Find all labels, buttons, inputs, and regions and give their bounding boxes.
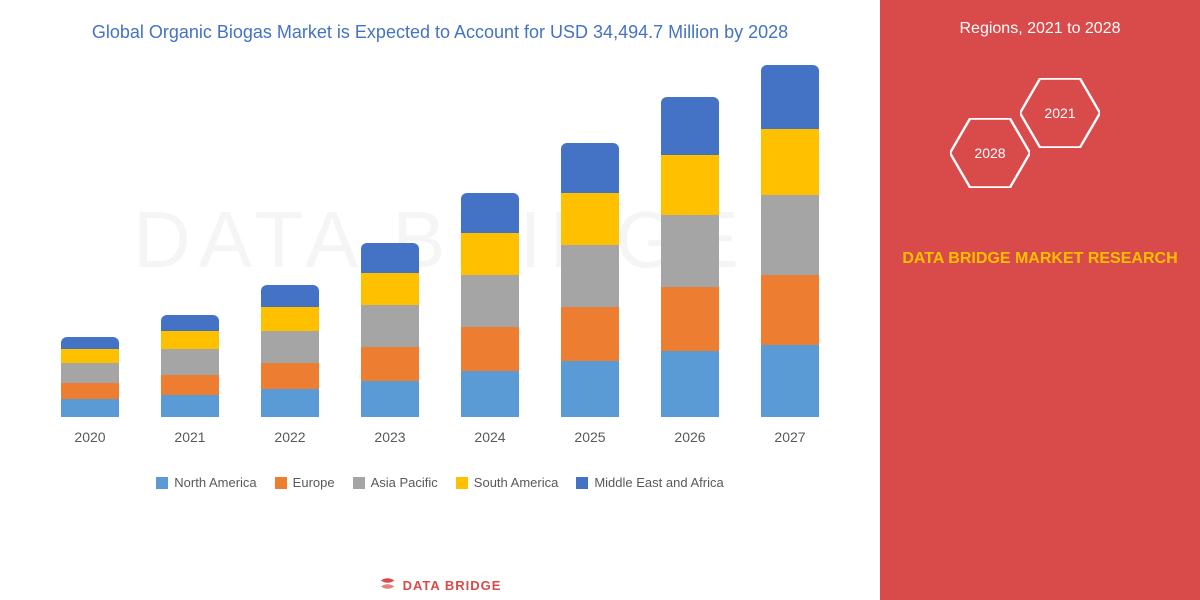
chart-area: 2020 2021 2022 2023 2024 2025 2026 2027	[30, 75, 850, 455]
chart-title: Global Organic Biogas Market is Expected…	[30, 20, 850, 45]
hex-2028: 2028	[950, 118, 1030, 188]
bar-segment	[261, 331, 319, 363]
legend-item: Asia Pacific	[353, 475, 438, 490]
bar-segment	[261, 363, 319, 389]
hex-b-label: 2021	[1044, 105, 1075, 121]
bar-group: 2021	[150, 315, 230, 445]
bar-segment	[561, 193, 619, 245]
legend-label: Asia Pacific	[371, 475, 438, 490]
legend-swatch	[156, 477, 168, 489]
bar-segment	[361, 347, 419, 381]
bar-segment	[361, 305, 419, 347]
bar-stack	[261, 285, 319, 417]
bar-segment	[361, 243, 419, 273]
legend-item: North America	[156, 475, 256, 490]
bar-segment	[461, 193, 519, 233]
x-axis-label: 2022	[274, 429, 305, 445]
bar-segment	[661, 351, 719, 417]
bar-segment	[61, 363, 119, 383]
legend: North America Europe Asia Pacific South Ame…	[30, 475, 850, 490]
legend-item: South America	[456, 475, 559, 490]
bar-group: 2027	[750, 65, 830, 445]
bar-segment	[661, 97, 719, 155]
bar-segment	[261, 307, 319, 331]
bar-stack	[61, 337, 119, 417]
x-axis-label: 2021	[174, 429, 205, 445]
bar-group: 2025	[550, 143, 630, 445]
x-axis-label: 2020	[74, 429, 105, 445]
bar-segment	[261, 285, 319, 307]
bar-stack	[661, 97, 719, 417]
hex-2021: 2021	[1020, 78, 1100, 148]
bar-segment	[461, 275, 519, 327]
footer-logo: DATA BRIDGE	[379, 576, 502, 594]
bar-segment	[461, 327, 519, 371]
x-axis-label: 2024	[474, 429, 505, 445]
bar-stack	[161, 315, 219, 417]
x-axis-label: 2025	[574, 429, 605, 445]
bar-segment	[161, 331, 219, 349]
bar-segment	[561, 143, 619, 193]
bar-segment	[561, 245, 619, 307]
legend-swatch	[275, 477, 287, 489]
bar-stack	[461, 193, 519, 417]
bar-segment	[361, 273, 419, 305]
legend-item: Europe	[275, 475, 335, 490]
bar-segment	[161, 395, 219, 417]
legend-swatch	[576, 477, 588, 489]
hex-group: 2028 2021	[940, 78, 1140, 218]
bar-segment	[661, 155, 719, 215]
legend-swatch	[456, 477, 468, 489]
bar-segment	[461, 371, 519, 417]
bar-group: 2023	[350, 243, 430, 445]
bar-segment	[61, 349, 119, 363]
bar-group: 2026	[650, 97, 730, 445]
legend-label: South America	[474, 475, 559, 490]
bar-segment	[661, 215, 719, 287]
bar-segment	[761, 275, 819, 345]
bar-segment	[61, 399, 119, 417]
bar-segment	[161, 349, 219, 375]
legend-label: North America	[174, 475, 256, 490]
bar-stack	[361, 243, 419, 417]
bar-group: 2020	[50, 337, 130, 445]
bar-segment	[761, 129, 819, 195]
brand-label: DATA BRIDGE MARKET RESEARCH	[902, 248, 1177, 270]
bar-segment	[561, 361, 619, 417]
bar-segment	[561, 307, 619, 361]
x-axis-label: 2027	[774, 429, 805, 445]
side-panel: Regions, 2021 to 2028 2028 2021 DATA BRI…	[880, 0, 1200, 600]
bar-segment	[61, 337, 119, 349]
bar-stack	[561, 143, 619, 417]
bar-segment	[661, 287, 719, 351]
bar-segment	[261, 389, 319, 417]
x-axis-label: 2023	[374, 429, 405, 445]
bar-group: 2022	[250, 285, 330, 445]
bar-segment	[61, 383, 119, 399]
legend-swatch	[353, 477, 365, 489]
bar-segment	[161, 375, 219, 395]
bar-segment	[761, 65, 819, 129]
legend-label: Europe	[293, 475, 335, 490]
root: DATA BRIDGE Global Organic Biogas Market…	[0, 0, 1200, 600]
x-axis-label: 2026	[674, 429, 705, 445]
legend-item: Middle East and Africa	[576, 475, 723, 490]
bar-segment	[161, 315, 219, 331]
bar-stack	[761, 65, 819, 417]
hex-a-label: 2028	[974, 145, 1005, 161]
bar-segment	[761, 345, 819, 417]
bar-segment	[461, 233, 519, 275]
bar-segment	[361, 381, 419, 417]
footer-logo-icon	[379, 576, 397, 594]
bar-segment	[761, 195, 819, 275]
chart-panel: DATA BRIDGE Global Organic Biogas Market…	[0, 0, 880, 600]
legend-label: Middle East and Africa	[594, 475, 723, 490]
bar-group: 2024	[450, 193, 530, 445]
side-top-text: Regions, 2021 to 2028	[959, 20, 1120, 38]
footer-logo-text: DATA BRIDGE	[403, 578, 502, 593]
